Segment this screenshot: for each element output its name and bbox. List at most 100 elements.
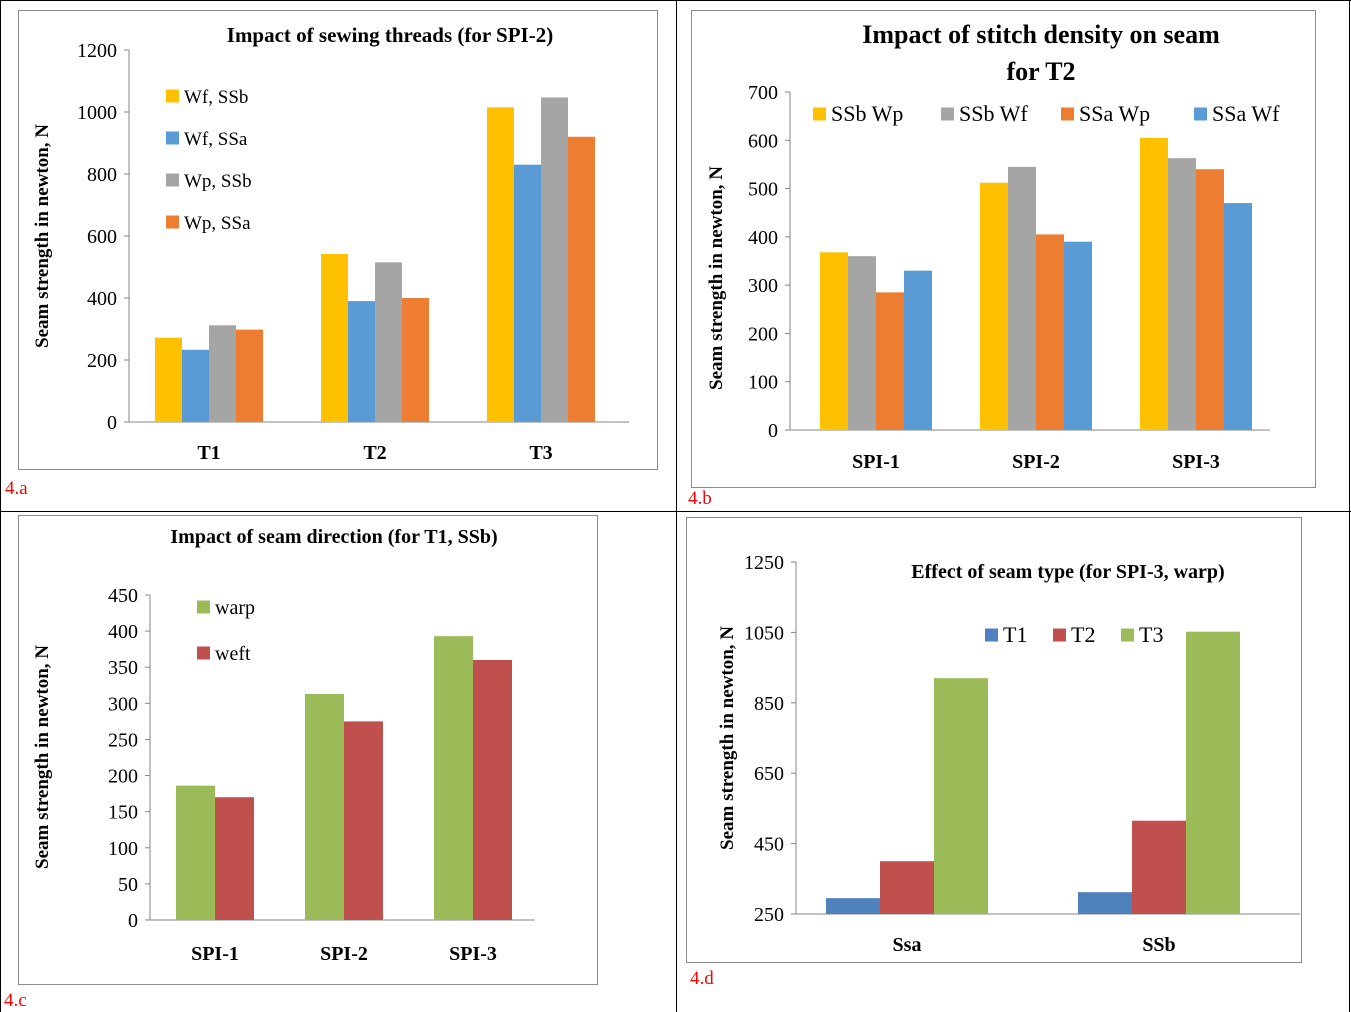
bar-t3-series-3 — [541, 97, 568, 423]
bar-t1-series-4 — [236, 329, 263, 422]
bar-spi-3-series-2 — [1168, 158, 1196, 430]
legend-item-label: T2 — [1071, 622, 1095, 647]
bar-ssa-series-1 — [826, 898, 880, 914]
bar-spi-1-series-3 — [876, 292, 904, 430]
bar-t2-series-4 — [402, 298, 429, 422]
bar-spi-3-series-3 — [1196, 169, 1224, 430]
y-tick-label: 1050 — [744, 622, 784, 644]
x-category-label: SPI-1 — [852, 451, 900, 473]
y-tick-label: 200 — [87, 350, 117, 372]
bar-t2-series-2 — [348, 301, 375, 422]
y-tick-label: 600 — [748, 130, 778, 152]
y-tick-label: 600 — [87, 226, 117, 248]
legend-item-label: weft — [215, 643, 251, 665]
x-category-label: SSb — [1142, 934, 1175, 956]
y-tick-label: 450 — [108, 585, 138, 607]
grid-border-right — [1349, 0, 1350, 1012]
legend-swatch — [813, 107, 826, 121]
bar-spi-2-series-2 — [1008, 166, 1036, 431]
y-tick-label: 800 — [87, 164, 117, 186]
legend-item-label: SSb Wp — [831, 101, 903, 126]
y-tick-label: 50 — [118, 874, 138, 896]
y-tick-label: 300 — [748, 275, 778, 297]
legend-swatch — [1194, 107, 1207, 121]
bar-ssb-series-1 — [1078, 892, 1132, 914]
y-tick-label: 1200 — [77, 40, 117, 62]
bar-ssb-series-2 — [1132, 820, 1186, 914]
legend-item-label: Wp, SSa — [184, 213, 251, 234]
y-tick-label: 400 — [108, 621, 138, 643]
legend-swatch — [166, 89, 179, 103]
chart-title-line2: for T2 — [1006, 57, 1075, 86]
x-category-label: SPI-3 — [449, 943, 497, 965]
bar-spi-3-series-1 — [434, 636, 473, 920]
chart-title: Effect of seam type (for SPI-3, warp) — [911, 561, 1224, 583]
bar-spi-3-series-1 — [1140, 137, 1168, 430]
y-tick-label: 400 — [87, 288, 117, 310]
legend-swatch — [1061, 107, 1074, 121]
x-category-label: SPI-3 — [1172, 451, 1220, 473]
y-tick-label: 0 — [768, 420, 778, 442]
bar-t1-series-2 — [182, 349, 209, 422]
bar-spi-3-series-2 — [473, 660, 512, 920]
bar-spi-1-series-2 — [848, 256, 876, 430]
legend-item-label: SSb Wf — [959, 101, 1028, 126]
y-tick-label: 850 — [754, 693, 784, 715]
legend-item-label: Wf, SSa — [184, 129, 248, 150]
grid-border-top — [0, 0, 1351, 1]
y-tick-label: 350 — [108, 657, 138, 679]
legend-swatch — [985, 628, 998, 642]
legend-item-label: warp — [215, 597, 255, 619]
y-tick-label: 1250 — [744, 552, 784, 574]
chart-title: Impact of stitch density on seam — [862, 20, 1220, 49]
y-tick-label: 1000 — [77, 102, 117, 124]
legend-item-label: Wp, SSb — [184, 171, 252, 192]
panel-label-b: 4.b — [688, 488, 712, 509]
bar-spi-2-series-1 — [980, 182, 1008, 430]
y-tick-label: 200 — [748, 323, 778, 345]
bar-t1-series-1 — [155, 337, 182, 422]
y-axis-label: Seam strength in newton, N — [32, 645, 53, 869]
y-axis-label: Seam strength in newton, N — [32, 124, 53, 348]
y-axis-label: Seam strength in newton, N — [706, 166, 727, 390]
chart-title: Impact of seam direction (for T1, SSb) — [170, 526, 497, 548]
grid-border-vertical — [676, 0, 677, 1012]
panel-label-d: 4.d — [690, 968, 714, 989]
x-category-label: T2 — [363, 442, 386, 464]
legend-swatch — [941, 107, 954, 121]
bar-spi-3-series-4 — [1224, 203, 1252, 430]
legend-swatch — [1053, 628, 1066, 642]
bar-t3-series-1 — [487, 107, 514, 422]
bar-ssa-series-2 — [880, 861, 934, 914]
x-category-label: SPI-2 — [320, 943, 368, 965]
y-tick-label: 0 — [128, 910, 138, 932]
y-tick-label: 100 — [108, 838, 138, 860]
grid-border-left — [0, 0, 1, 1012]
y-tick-label: 100 — [748, 372, 778, 394]
legend-swatch — [166, 131, 179, 145]
bar-t2-series-3 — [375, 262, 402, 422]
y-tick-label: 500 — [748, 179, 778, 201]
bar-spi-1-series-4 — [904, 270, 932, 430]
y-tick-label: 250 — [108, 729, 138, 751]
bar-ssb-series-3 — [1186, 631, 1240, 914]
bar-t3-series-4 — [568, 136, 595, 423]
y-tick-label: 300 — [108, 693, 138, 715]
legend-swatch — [166, 173, 179, 187]
bar-spi-2-series-1 — [305, 693, 344, 920]
x-category-label: SPI-2 — [1012, 451, 1060, 473]
bar-t1-series-3 — [209, 325, 236, 422]
y-tick-label: 200 — [108, 766, 138, 788]
y-tick-label: 700 — [748, 82, 778, 104]
legend-item-label: Wf, SSb — [184, 87, 248, 108]
legend-item-label: T1 — [1003, 622, 1027, 647]
panel-label-a: 4.a — [5, 478, 28, 499]
legend-item-label: SSa Wf — [1212, 101, 1280, 126]
bar-t2-series-1 — [321, 253, 348, 422]
y-axis-label: Seam strength in newton, N — [717, 626, 738, 850]
legend-item-label: T3 — [1139, 622, 1163, 647]
